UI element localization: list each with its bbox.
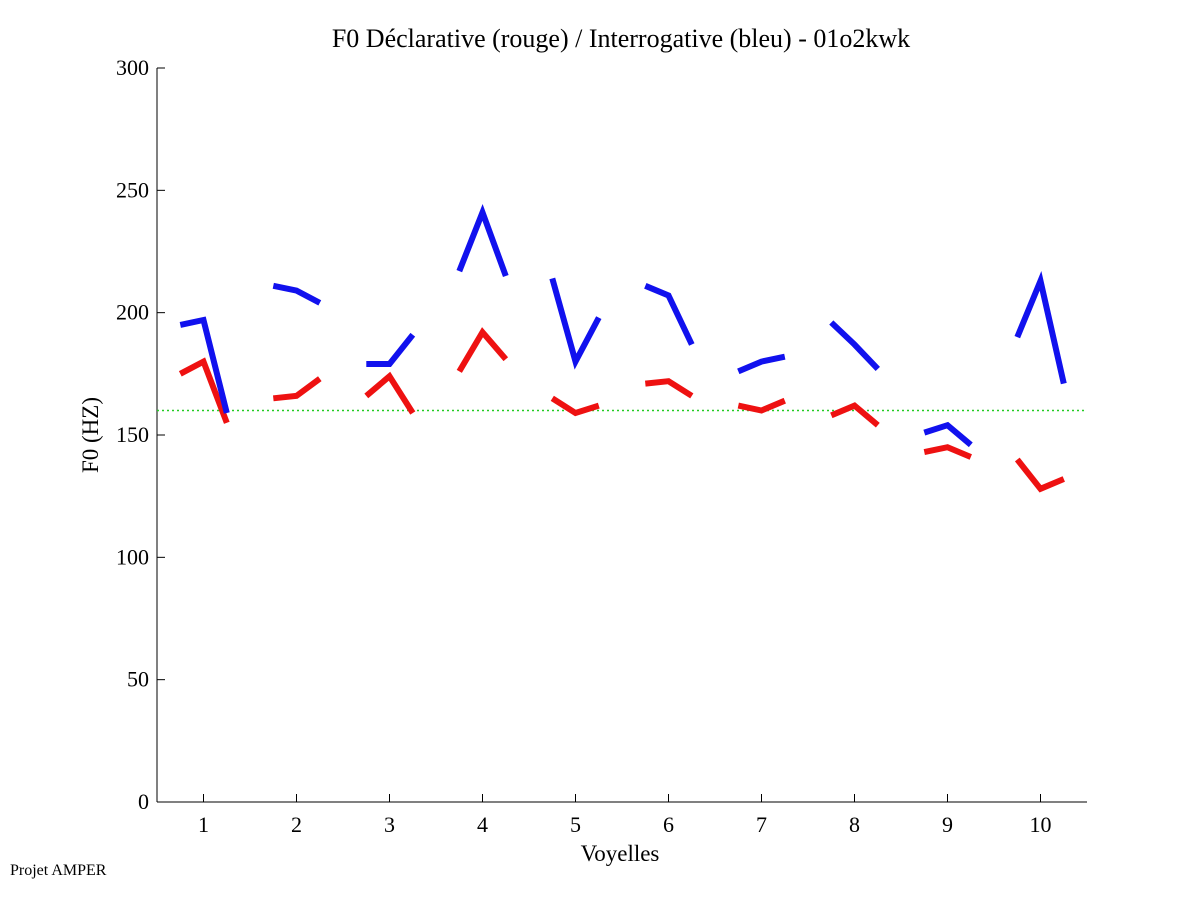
plot-area: 0 50 100 150 200 250 300 1 2 3 4 5 6 7 8 9 10	[116, 55, 1087, 837]
y-tick-label: 0	[138, 789, 149, 814]
series-interrogative-segment	[1014, 271, 1067, 385]
x-tick-label: 6	[663, 812, 674, 837]
series-declarative-segment	[550, 395, 600, 417]
chart-title: F0 Déclarative (rouge) / Interrogative (…	[332, 24, 910, 53]
x-tick-label: 9	[942, 812, 953, 837]
footer-credit: Projet AMPER	[10, 862, 107, 879]
x-tick-label: 7	[756, 812, 767, 837]
x-tick-label: 4	[477, 812, 488, 837]
series-interrogative-segment	[644, 283, 695, 346]
x-tick-label: 10	[1030, 812, 1052, 837]
x-tick-label: 5	[570, 812, 581, 837]
series-declarative-segment	[1014, 457, 1065, 493]
y-tick-label: 300	[116, 55, 149, 80]
x-tick-label: 3	[384, 812, 395, 837]
x-tick-label: 2	[291, 812, 302, 837]
x-tick-label: 8	[849, 812, 860, 837]
series-declarative-segment	[830, 402, 880, 428]
series-interrogative-segment	[737, 353, 786, 375]
x-tick-label: 1	[198, 812, 209, 837]
y-tick-label: 150	[116, 422, 149, 447]
y-axis-label: F0 (HZ)	[78, 397, 103, 473]
series-declarative-segment	[178, 357, 230, 424]
series-declarative-segment	[644, 378, 694, 399]
series-interrogative-segment	[549, 277, 602, 370]
series-declarative-segment	[737, 397, 786, 414]
series-interrogative-segment	[456, 203, 509, 278]
series-declarative-segment	[364, 371, 416, 415]
series-declarative-segment	[456, 327, 509, 373]
series-interrogative-segment	[923, 421, 973, 448]
series-declarative-segment	[923, 444, 972, 460]
x-axis-label: Voyelles	[581, 841, 660, 866]
series-interrogative-segment	[366, 332, 416, 367]
series-interrogative-segment	[829, 320, 880, 371]
y-tick-label: 50	[127, 667, 149, 692]
series-interrogative-segment	[272, 282, 322, 306]
y-tick-label: 200	[116, 300, 149, 325]
y-tick-label: 250	[116, 177, 149, 202]
y-tick-label: 100	[116, 544, 149, 569]
series-declarative-segment	[272, 376, 322, 402]
series-interrogative-segment	[179, 316, 230, 414]
